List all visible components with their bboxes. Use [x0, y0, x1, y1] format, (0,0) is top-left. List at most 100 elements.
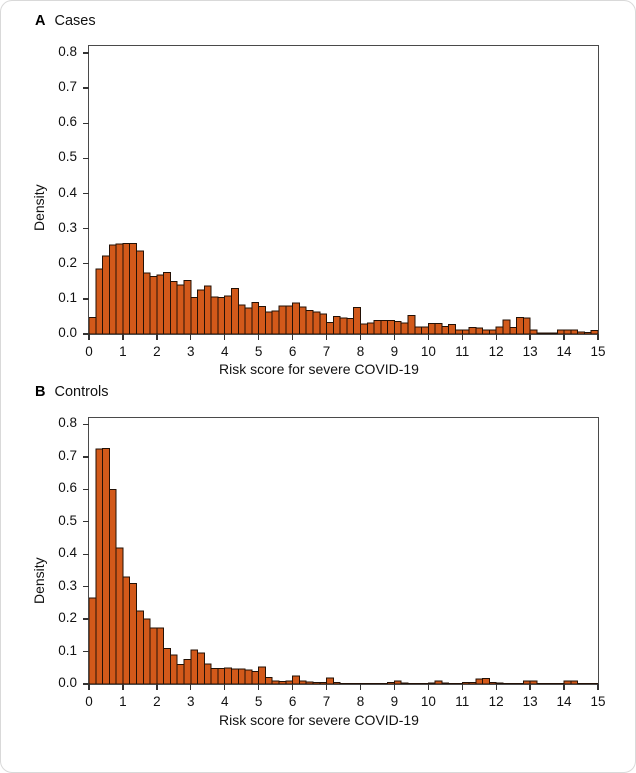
x-tick-label: 6 [288, 344, 297, 359]
x-tick-mark [257, 334, 260, 340]
histogram-bar [326, 677, 334, 684]
histogram-bar [278, 305, 287, 334]
histogram-bar [156, 627, 165, 684]
histogram-bar [169, 654, 178, 684]
histogram-bar [190, 296, 199, 334]
histogram-bar [203, 285, 212, 334]
panel-a-letter: A [35, 13, 46, 29]
histogram-bar [475, 327, 484, 334]
histogram-bar [400, 682, 409, 684]
histogram-bar [482, 329, 490, 334]
x-tick-mark [190, 334, 192, 340]
histogram-bar [237, 668, 246, 684]
x-tick-label: 9 [390, 344, 399, 359]
y-tick-mark [83, 87, 89, 89]
histogram-bar [570, 680, 579, 684]
histogram-bar [441, 682, 450, 684]
histogram-bar [190, 649, 199, 684]
histogram-bar [495, 326, 504, 334]
histogram-bar [169, 280, 178, 334]
x-tick-label: 15 [590, 344, 606, 359]
y-tick-label: 0.5 [58, 149, 77, 165]
histogram-bar [115, 243, 124, 334]
histogram-bar [461, 329, 470, 334]
histogram-bar [522, 317, 531, 334]
x-tick-label: 2 [153, 694, 161, 709]
histogram-bar [264, 311, 273, 334]
x-tick-label: 4 [220, 344, 229, 359]
x-tick-mark [359, 334, 362, 340]
histogram-bar [278, 680, 287, 684]
histogram-bar [115, 547, 124, 684]
x-tick-label: 3 [187, 694, 195, 709]
histogram-bar [434, 680, 443, 684]
histogram-bar [89, 597, 97, 684]
histogram-bar [136, 250, 144, 334]
y-tick-mark [83, 553, 89, 555]
histogram-bar [495, 682, 504, 684]
x-tick-mark [224, 334, 226, 340]
histogram-bar [258, 666, 266, 684]
histogram-bar [468, 326, 477, 334]
y-tick-mark [83, 423, 89, 426]
panel-controls: B Controls Density 0.0 0.1 0.2 0.3 0.4 0.5 0.6 0… [1, 376, 635, 772]
y-tick-label: 0.6 [58, 480, 77, 496]
histogram-bar [427, 682, 436, 684]
histogram-bar [95, 448, 104, 684]
histogram-bar [407, 314, 416, 334]
x-tick-mark [393, 684, 396, 690]
histogram-bar [176, 664, 185, 684]
histogram-bar [102, 447, 110, 684]
histogram-bar [563, 680, 572, 684]
x-tick-label: 0 [85, 694, 93, 709]
histogram-bar [203, 663, 212, 684]
y-tick-mark [83, 618, 89, 620]
histogram-bar [326, 321, 334, 334]
x-tick-mark [325, 684, 328, 690]
x-tick-label: 12 [488, 694, 504, 709]
panel-b-caption: Controls [54, 384, 109, 400]
histogram-bar [529, 329, 538, 334]
x-tick-mark [597, 684, 599, 690]
x-tick-mark [257, 684, 260, 690]
x-tick-mark [529, 334, 531, 340]
histogram-bar [244, 669, 253, 684]
y-tick-label: 0.6 [58, 114, 77, 130]
histogram-bar [149, 627, 158, 684]
histogram-bar [468, 682, 477, 684]
panel-a-plot-area [88, 45, 599, 335]
histogram-bar [393, 320, 402, 334]
panel-b-x-axis-label: Risk score for severe COVID-19 [219, 712, 419, 728]
x-tick-mark [393, 334, 396, 340]
histogram-bar [543, 332, 551, 334]
histogram-bar [400, 322, 409, 334]
y-tick-label: 0.4 [58, 184, 77, 200]
x-tick-label: 6 [288, 694, 297, 709]
x-tick-label: 13 [522, 344, 538, 359]
x-tick-label: 11 [455, 694, 470, 709]
histogram-bar [285, 305, 294, 334]
panel-b-plot-area [88, 417, 599, 685]
x-tick-mark [291, 334, 294, 340]
x-tick-mark [156, 334, 158, 340]
y-tick-mark [83, 650, 89, 653]
histogram-bar [122, 242, 131, 334]
x-tick-label: 5 [254, 694, 263, 709]
y-tick-mark [83, 521, 89, 523]
histogram-bar [339, 682, 348, 684]
histogram-bar [366, 322, 375, 334]
histogram-bar [482, 677, 490, 684]
x-tick-mark [325, 334, 328, 340]
x-tick-label: 10 [420, 694, 436, 709]
y-tick-mark [83, 333, 89, 335]
x-tick-mark [495, 334, 497, 340]
histogram-bar [414, 326, 423, 334]
histogram-bar [129, 242, 138, 334]
histogram-bar [312, 681, 321, 684]
y-tick-label: 0.1 [58, 289, 77, 305]
x-tick-label: 1 [119, 694, 127, 709]
x-tick-label: 0 [85, 344, 93, 359]
histogram-bar [373, 320, 382, 334]
x-tick-mark [291, 684, 294, 690]
x-tick-label: 13 [522, 694, 538, 709]
